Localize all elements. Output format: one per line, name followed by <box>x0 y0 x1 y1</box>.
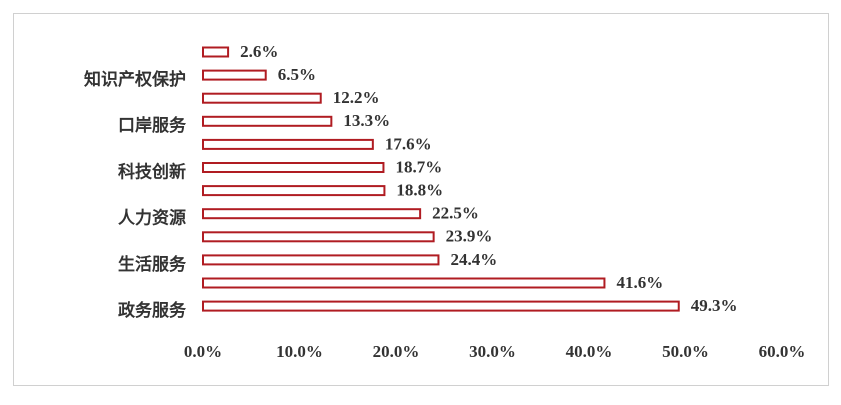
x-tick-label: 30.0% <box>469 342 516 361</box>
value-label: 49.3% <box>691 296 738 315</box>
y-tick-label: 科技创新 <box>118 161 186 181</box>
bar <box>202 46 230 58</box>
bar <box>202 115 333 127</box>
y-tick-label: 政务服务 <box>118 300 187 320</box>
bar <box>202 162 385 173</box>
value-label: 24.4% <box>450 250 497 269</box>
y-tick-label: 口岸服务 <box>118 115 187 135</box>
x-tick-label: 40.0% <box>566 342 613 361</box>
x-tick-label: 0.0% <box>184 342 222 361</box>
x-tick-label: 20.0% <box>373 342 420 361</box>
bar <box>202 277 606 289</box>
value-label: 13.3% <box>343 111 390 130</box>
value-label: 18.8% <box>396 181 443 200</box>
x-tick-label: 50.0% <box>662 342 709 361</box>
bar <box>202 208 422 220</box>
y-tick-label: 人力资源 <box>118 208 186 228</box>
bar <box>202 231 435 243</box>
value-label: 17.6% <box>385 134 432 153</box>
bar <box>202 300 680 312</box>
chart-frame <box>13 13 829 386</box>
bar <box>202 92 322 104</box>
bar <box>202 254 440 266</box>
value-label: 12.2% <box>333 88 380 107</box>
value-label: 2.6% <box>240 42 278 61</box>
value-label: 18.7% <box>395 157 442 176</box>
y-tick-label: 知识产权保护 <box>83 69 186 89</box>
value-label: 22.5% <box>432 204 479 223</box>
x-tick-label: 60.0% <box>759 342 806 361</box>
value-label: 6.5% <box>278 65 316 84</box>
value-label: 23.9% <box>446 227 493 246</box>
bar <box>202 138 374 150</box>
bar <box>202 69 267 81</box>
y-tick-label: 生活服务 <box>118 254 187 274</box>
bar <box>202 185 386 197</box>
value-label: 41.6% <box>616 273 663 292</box>
x-tick-label: 10.0% <box>276 342 323 361</box>
